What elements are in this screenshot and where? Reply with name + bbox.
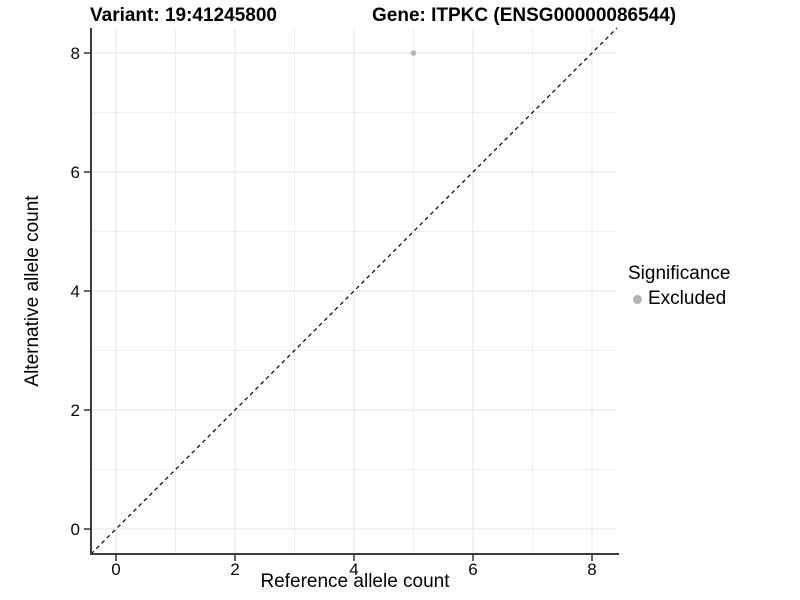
y-tick-label: 8 bbox=[71, 44, 80, 63]
y-tick-label: 6 bbox=[71, 163, 80, 182]
data-point bbox=[410, 50, 417, 56]
x-tick-label: 2 bbox=[230, 560, 239, 579]
legend-title: Significance bbox=[628, 263, 731, 284]
plot-title-variant: Variant: 19:41245800 bbox=[90, 5, 277, 26]
legend-point-icon bbox=[633, 295, 642, 304]
x-tick-label: 6 bbox=[468, 560, 477, 579]
x-axis-label: Reference allele count bbox=[260, 571, 450, 592]
legend: Significance Excluded bbox=[628, 263, 730, 310]
x-tick-label: 8 bbox=[587, 560, 596, 579]
legend-item-excluded: Excluded bbox=[628, 288, 730, 310]
plot-title-gene: Gene: ITPKC (ENSG00000086544) bbox=[372, 5, 677, 26]
x-tick-label: 0 bbox=[111, 560, 120, 579]
y-tick-label: 2 bbox=[71, 401, 80, 420]
identity-reference-line bbox=[90, 27, 618, 555]
y-axis-label: Alternative allele count bbox=[22, 195, 43, 387]
y-tick-label: 0 bbox=[71, 520, 80, 539]
legend-item-label: Excluded bbox=[648, 288, 727, 309]
y-tick-label: 4 bbox=[71, 282, 80, 301]
x-tick-label: 4 bbox=[349, 560, 358, 579]
